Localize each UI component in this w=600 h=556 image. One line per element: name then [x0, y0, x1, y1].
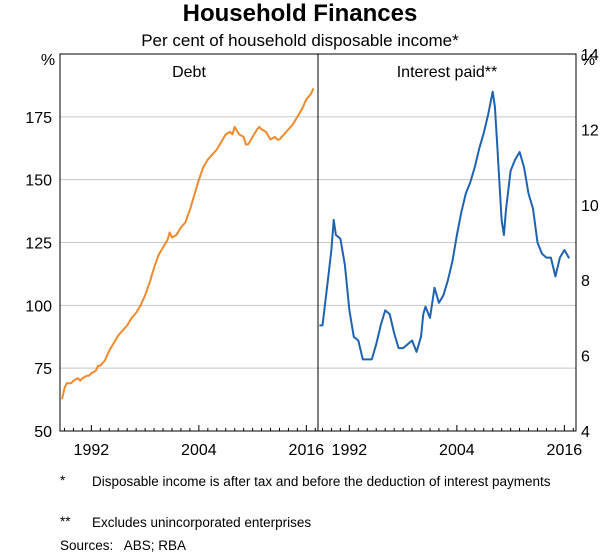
- panel-title-interest: Interest paid**: [397, 64, 498, 81]
- chart-subtitle: Per cent of household disposable income*: [141, 31, 459, 50]
- debt-series-line: [61, 88, 315, 400]
- y-tick-label-right: 10: [581, 198, 599, 215]
- x-tick-label-left: 2016: [289, 442, 325, 459]
- x-tick-label-right: 1992: [332, 442, 368, 459]
- y-tick-label-right: 4: [581, 424, 590, 441]
- sources-note: Sources: ABS; RBA: [60, 538, 187, 553]
- y-tick-label-left: 150: [25, 173, 52, 190]
- x-tick-label-right: 2004: [439, 442, 475, 459]
- panel-title-debt: Debt: [172, 64, 206, 81]
- y-tick-label-left: 50: [34, 424, 52, 441]
- footnote-1: Disposable income is after tax and befor…: [92, 474, 551, 489]
- x-tick-label-left: 2004: [181, 442, 217, 459]
- y-tick-label-left: 125: [25, 236, 52, 253]
- x-tick-label-right: 2016: [547, 442, 583, 459]
- y-tick-label-left: 75: [34, 361, 52, 378]
- y-tick-label-right: 6: [581, 349, 590, 366]
- chart-canvas: % % 50 75 100 125 150 175 4 6 8 10 12 14 Debt Interest …: [25, 47, 599, 459]
- y-tick-label-right: 8: [581, 273, 590, 290]
- y-tick-label-left: 175: [25, 110, 52, 127]
- x-tick-label-left: 1992: [74, 442, 110, 459]
- chart-title: Household Finances: [182, 0, 418, 27]
- y-tick-label-left: 100: [25, 298, 52, 315]
- footnote-mark-2: **: [60, 514, 71, 529]
- y-tick-label-right: 12: [581, 122, 599, 139]
- left-axis-unit: %: [41, 52, 55, 69]
- footnote-mark-1: *: [60, 473, 66, 488]
- footnote-2: Excludes unincorporated enterprises: [92, 515, 312, 530]
- interest-paid-series-line: [319, 90, 570, 361]
- y-tick-label-right: 14: [581, 47, 599, 64]
- right-axis-unit: %: [581, 52, 595, 69]
